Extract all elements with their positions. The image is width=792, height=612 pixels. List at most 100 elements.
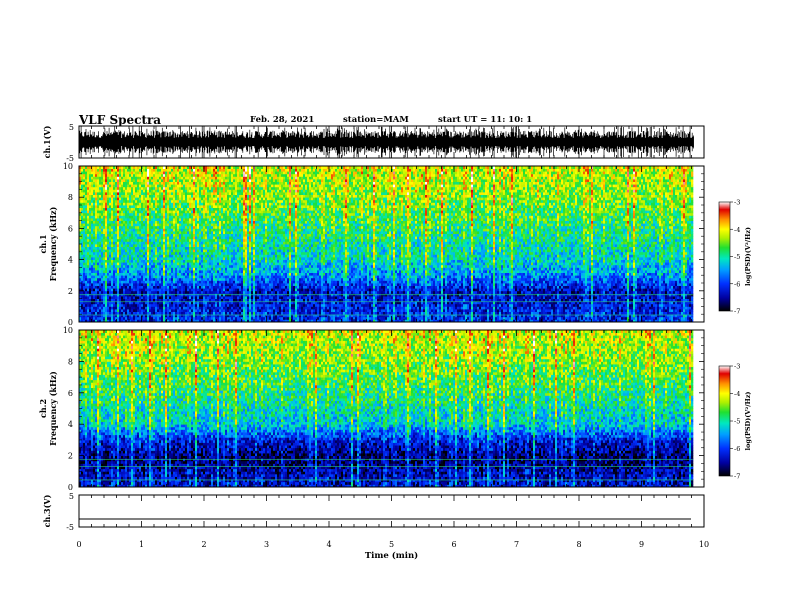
ch1-spectrogram-cell [175, 316, 178, 320]
ch1-spectrogram-cell [151, 181, 154, 185]
ch1-spectrogram-cell [127, 259, 130, 263]
ch1-spectrogram-cell [183, 270, 186, 273]
ch1-spectrogram-cell [155, 194, 158, 198]
ch1-spectrogram-cell [153, 220, 156, 224]
ch1-spectrogram-cell [127, 236, 130, 240]
ch1-spectrogram-cell [179, 298, 182, 302]
ch1-spectrogram-cell [209, 231, 212, 234]
ch1-spectrogram-cell [163, 319, 166, 323]
ch1-spectrogram-cell [225, 270, 228, 273]
ch1-spectrogram-cell [159, 257, 162, 260]
ch1-spectrogram-cell [95, 228, 98, 232]
ch1-spectrogram-cell [157, 173, 160, 177]
ch1-spectrogram-cell [151, 272, 154, 276]
ch1-spectrogram-cell [195, 184, 198, 188]
ch1-spectrogram-cell [103, 270, 106, 273]
ch1-spectrogram-cell [177, 189, 180, 193]
ch1-spectrogram-cell [123, 212, 126, 216]
ch1-spectrogram-cell [163, 264, 166, 268]
ch1-spectrogram-cell [199, 205, 202, 208]
ch1-spectrogram-cell [197, 173, 200, 177]
ch1-spectrogram-cell [101, 288, 104, 292]
ch1-spectrogram-cell [91, 210, 94, 214]
ch1-spectrogram-cell [225, 228, 228, 232]
ch1-spectrogram-cell [93, 254, 96, 258]
ch1-spectrogram-cell [239, 319, 242, 323]
ch1-spectrogram-cell [97, 202, 100, 206]
ch1-spectrogram-cell [145, 290, 148, 294]
ch1-spectrogram-cell [227, 288, 230, 292]
ch1-spectrogram-cell [173, 251, 176, 255]
ch1-spectrogram-cell [83, 259, 86, 263]
ch1-spectrogram-cell [175, 270, 178, 273]
ch1-spectrogram-cell [155, 238, 158, 242]
ch1-spectrogram-cell [87, 241, 90, 245]
ch1-spectrogram-cell [181, 270, 184, 273]
ch1-spectrogram-cell [135, 171, 138, 175]
ch1-spectrogram-cell [111, 244, 114, 247]
ch1-spectrogram-cell [221, 223, 224, 227]
ch1-spectrogram-cell [115, 272, 118, 276]
ch1-spectrogram-cell [215, 254, 218, 258]
ch1-spectrogram-cell [215, 309, 218, 312]
ch1-spectrogram-cell [99, 288, 102, 292]
ch1-spectrogram-cell [225, 168, 228, 172]
ch1-spectrogram-cell [81, 298, 84, 302]
ch1-spectrogram-cell [235, 233, 238, 237]
ch1-spectrogram-cell [133, 254, 136, 258]
ch1-spectrogram-cell [111, 233, 114, 237]
ch1-spectrogram-cell [219, 231, 222, 234]
ch1-spectrogram-cell [135, 275, 138, 279]
ch1-spectrogram-cell [101, 199, 104, 203]
ch1-spectrogram-cell [197, 233, 200, 237]
ch1-spectrogram-cell [113, 171, 116, 175]
ch1-spectrogram-cell [217, 251, 220, 255]
ch1-spectrogram-cell [129, 283, 132, 286]
ch1-spectrogram-cell [235, 275, 238, 279]
ch1-spectrogram-cell [163, 194, 166, 198]
ch1-spectrogram-cell [169, 225, 172, 229]
ch1-spectrogram-cell [157, 197, 160, 201]
ch1-spectrogram-cell [137, 186, 140, 190]
ch1-ytick-label: -5 [66, 154, 74, 163]
ch1-spectrogram-cell [237, 285, 240, 289]
ch1-spectrogram-cell [233, 298, 236, 302]
ch1-spectrogram-cell [203, 314, 206, 318]
ch1-spectrogram-cell [215, 233, 218, 237]
ch1-spectrogram-cell [97, 275, 100, 279]
ch1-spectrogram-cell [175, 303, 178, 307]
ch1-spectrogram-cell [105, 270, 108, 273]
ch1-spectrogram-cell [175, 228, 178, 232]
ch1-spectrogram-cell [119, 285, 122, 289]
ch1-spectrogram-cell [149, 176, 152, 180]
ch1-spectrogram-cell [179, 197, 182, 201]
ch1-spectrogram-cell [177, 277, 180, 281]
ch1-spectrogram-cell [167, 306, 170, 310]
ch1-spectrogram-cell [135, 194, 138, 198]
ch1-spectrogram-cell [107, 306, 110, 310]
ch1-spectrogram-cell [175, 280, 178, 284]
ch1-spectrogram-cell [143, 189, 146, 193]
ch1-spectrogram-cell [121, 251, 124, 255]
ch1-spectrogram-cell [203, 290, 206, 294]
ch1-spectrogram-cell [223, 184, 226, 188]
ch1-spectrogram-cell [203, 225, 206, 229]
ch1-spectrogram-cell [137, 231, 140, 234]
ch1-spectrogram-cell [127, 194, 130, 198]
ch1-spectrogram-cell [215, 316, 218, 320]
ch1-spectrogram-cell [211, 233, 214, 237]
ch1-spectrogram-cell [235, 251, 238, 255]
ch1-spectrogram-cell [117, 168, 120, 172]
ch1-spectrogram-cell [141, 225, 144, 229]
ch1-spectrogram-cell [133, 267, 136, 271]
ch1-spectrogram-cell [195, 166, 198, 169]
ch1-spectrogram-cell [165, 301, 168, 305]
ch1-spectrogram-cell [123, 205, 126, 208]
ch1-spectrogram-cell [201, 254, 204, 258]
ch1-spectrogram-cell [149, 207, 152, 211]
ch1-spectrogram-cell [217, 283, 220, 286]
ch1-spectrogram-cell [95, 257, 98, 260]
ch1-spectrogram-cell [175, 296, 178, 299]
ch1-spectrogram-cell [83, 288, 86, 292]
